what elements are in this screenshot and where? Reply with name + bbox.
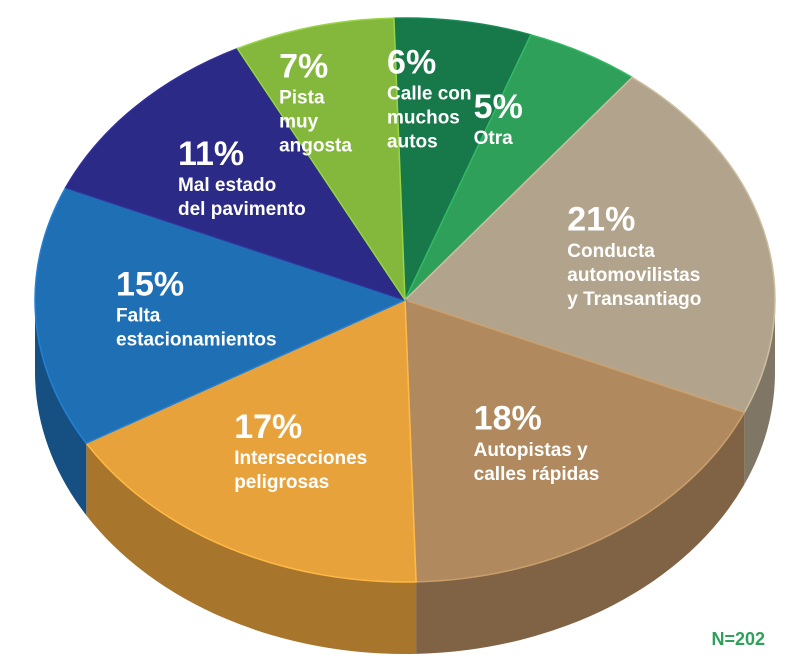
category-label: Intersecciones xyxy=(234,448,367,469)
category-label: angosta xyxy=(279,135,352,156)
category-label: muy xyxy=(279,111,319,132)
category-label: calles rápidas xyxy=(474,464,600,485)
category-label: Falta xyxy=(116,306,161,327)
annotation: N=202 xyxy=(711,629,765,649)
category-label: estacionamientos xyxy=(116,330,277,351)
category-label: automovilistas xyxy=(567,265,700,286)
tops xyxy=(34,17,776,583)
slice xyxy=(64,47,407,302)
category-label: Autopistas y xyxy=(474,440,588,461)
category-label: Otra xyxy=(474,128,513,149)
value-label: 15% xyxy=(116,266,184,304)
labels: 6% Calle con muchos autos 5%Otra 21%Conducta a… xyxy=(116,43,701,493)
slice xyxy=(403,76,776,414)
slice-side xyxy=(744,300,775,485)
category-label: muchos xyxy=(387,108,460,129)
value-label: 21% xyxy=(567,201,635,239)
category-label: Pista xyxy=(279,87,325,108)
value-label: 6% xyxy=(387,43,436,81)
slice-side xyxy=(35,300,87,516)
category-label: Conducta xyxy=(567,241,655,262)
category-label: Calle con xyxy=(387,84,471,105)
slice xyxy=(236,17,406,303)
slice xyxy=(34,186,408,445)
value-label: 7% xyxy=(279,47,328,85)
category-label: Mal estado xyxy=(178,175,276,196)
category-label: y Transantiago xyxy=(567,289,701,310)
slice xyxy=(85,298,417,583)
sides xyxy=(35,300,775,654)
slice-side xyxy=(416,412,745,654)
slice xyxy=(404,298,746,583)
value-label: 18% xyxy=(474,400,542,438)
value-label: 11% xyxy=(178,135,244,173)
category-label: del pavimento xyxy=(178,199,306,220)
category-label: peligrosas xyxy=(234,472,329,493)
value-label: 5% xyxy=(474,88,523,126)
value-label: 17% xyxy=(234,408,302,446)
slice-side xyxy=(86,443,417,654)
slice xyxy=(393,17,532,301)
category-label: autos xyxy=(387,132,438,153)
